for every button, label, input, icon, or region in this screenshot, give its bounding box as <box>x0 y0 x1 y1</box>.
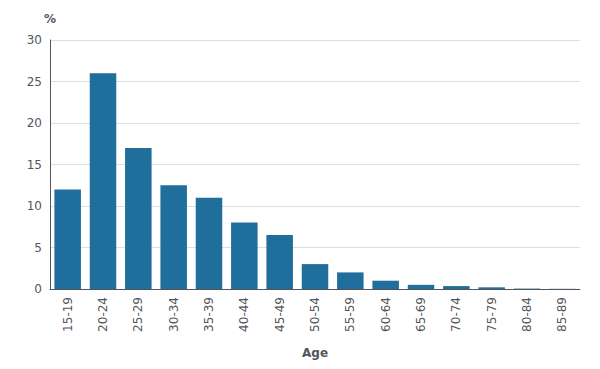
svg-text:20: 20 <box>27 116 42 130</box>
svg-text:35-39: 35-39 <box>202 297 216 332</box>
svg-text:45-49: 45-49 <box>273 297 287 332</box>
svg-text:20-24: 20-24 <box>96 297 110 332</box>
svg-text:55-59: 55-59 <box>343 297 357 332</box>
svg-text:15-19: 15-19 <box>61 297 75 332</box>
svg-text:10: 10 <box>27 199 42 213</box>
svg-text:0: 0 <box>34 282 42 296</box>
svg-text:65-69: 65-69 <box>414 297 428 332</box>
svg-text:75-79: 75-79 <box>485 297 499 332</box>
svg-text:25: 25 <box>27 75 42 89</box>
svg-text:Age: Age <box>302 346 328 360</box>
svg-text:15: 15 <box>27 158 42 172</box>
svg-text:%: % <box>44 12 56 26</box>
svg-text:40-44: 40-44 <box>237 297 251 332</box>
svg-text:70-74: 70-74 <box>449 297 463 332</box>
svg-text:30: 30 <box>27 33 42 47</box>
svg-text:60-64: 60-64 <box>379 297 393 332</box>
svg-text:85-89: 85-89 <box>555 297 569 332</box>
svg-text:5: 5 <box>34 241 42 255</box>
svg-text:80-84: 80-84 <box>520 297 534 332</box>
svg-text:30-34: 30-34 <box>167 297 181 332</box>
svg-text:50-54: 50-54 <box>308 297 322 332</box>
svg-text:25-29: 25-29 <box>131 297 145 332</box>
